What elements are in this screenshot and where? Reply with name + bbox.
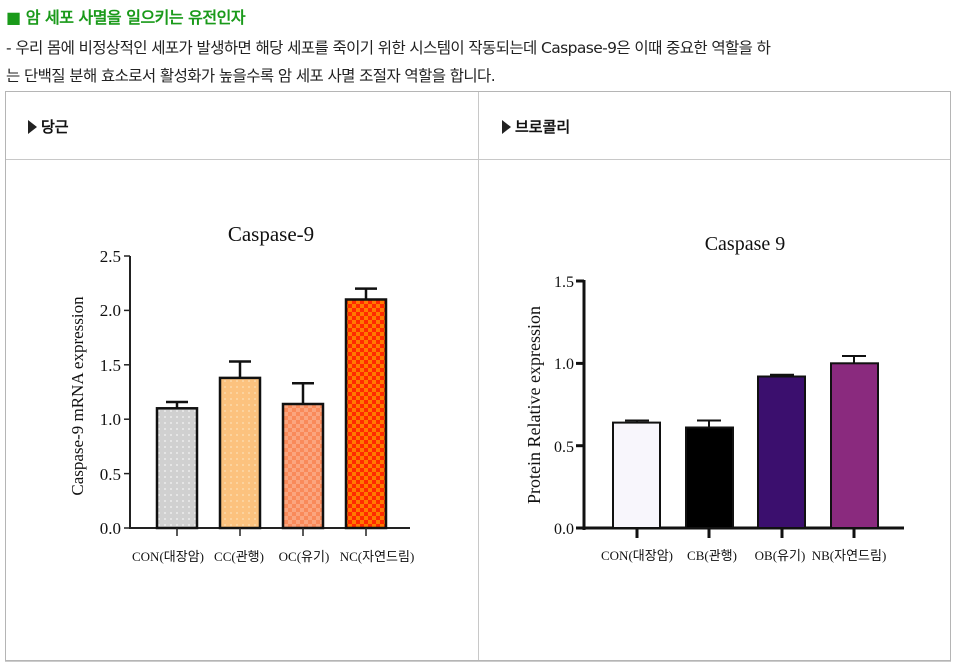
description-line-2: 는 단백질 분해 효소로서 활성화가 높을수록 암 세포 사멸 조절자 역할을 … [6,67,496,85]
bar-cb [685,419,734,529]
comparison-table: 당근 브로콜리 [5,91,951,661]
svg-text:2.0: 2.0 [100,301,121,320]
x-label-oc: OC(유기) [279,549,330,564]
bar-con [155,400,199,530]
svg-text:1.0: 1.0 [554,356,574,373]
broccoli-column-title: 브로콜리 [502,116,570,137]
bar-nb [830,355,879,529]
column-divider [478,92,479,660]
bar-con [612,419,661,530]
x-label-cb: CB(관행) [687,548,737,563]
header-divider [6,159,950,160]
x-label-ob: OB(유기) [755,548,806,563]
carrot-column-title: 당근 [28,116,69,137]
chart-title: Caspase 9 [705,233,786,255]
y-axis-label: Caspase-9 mRNA expression [68,296,87,496]
chart-title: Caspase-9 [228,222,314,246]
description-line-1: - 우리 몸에 비정상적인 세포가 발생하면 해당 세포를 죽이기 위한 시스템… [6,39,771,57]
x-label-nc: NC(자연드림) [340,549,415,564]
carrot-title-text: 당근 [41,118,69,136]
x-label-con: CON(대장암) [132,549,204,564]
x-label-cc: CC(관행) [214,549,264,564]
svg-text:0.0: 0.0 [554,521,574,538]
y-axis-label: Protein Relative expression [524,306,544,504]
bar-cc [218,360,262,530]
x-label-nb: NB(자연드림) [812,548,887,563]
svg-text:1.0: 1.0 [100,410,121,429]
svg-text:2.5: 2.5 [100,247,121,266]
svg-text:0.0: 0.0 [100,519,121,538]
svg-text:0.5: 0.5 [554,439,574,456]
triangle-right-icon [28,119,37,134]
svg-text:0.5: 0.5 [100,465,121,484]
broccoli-title-text: 브로콜리 [515,118,571,136]
svg-text:1.5: 1.5 [100,356,121,375]
left-chart-group: Caspase-9 Caspase-9 mRNA expression 2.5 … [68,222,414,564]
triangle-right-icon [502,119,511,134]
x-label-con: CON(대장암) [601,548,673,563]
bar-nc [344,287,388,530]
bar-ob [757,373,806,529]
section-heading: ■ 암 세포 사멸을 일으키는 유전인자 [6,8,246,27]
svg-text:1.5: 1.5 [554,274,574,291]
right-chart-group: Caspase 9 Protein Relative expression 1.… [524,233,904,563]
bar-oc [281,382,325,530]
